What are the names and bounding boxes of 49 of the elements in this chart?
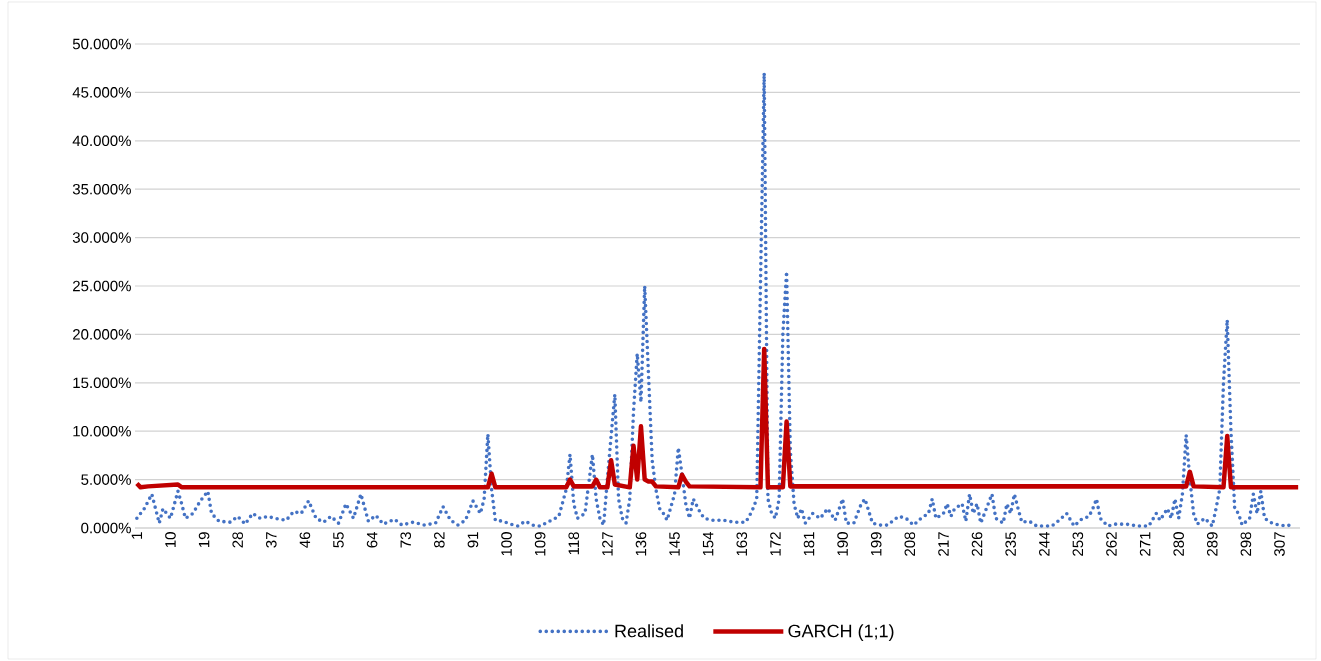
- x-tick-label: 289: [1206, 532, 1218, 556]
- x-tick-label: 307: [1274, 532, 1285, 556]
- x-tick-label: 109: [534, 532, 546, 556]
- x-tick-label: 19: [198, 532, 210, 548]
- x-tick-label: 10: [165, 532, 176, 548]
- x-tick-label: 172: [770, 532, 781, 556]
- legend-label: Realised: [615, 624, 683, 638]
- x-tick-label: 253: [1072, 532, 1084, 556]
- x-tick-label: 244: [1039, 531, 1050, 556]
- x-tick-label: 100: [501, 532, 512, 556]
- legend-label: GARCH (1;1): [788, 624, 894, 641]
- x-tick-label: 280: [1173, 532, 1184, 556]
- y-tick-label: 10.000%: [73, 425, 131, 437]
- x-tick-label: 199: [870, 532, 882, 556]
- y-tick-label: 25.000%: [73, 280, 131, 292]
- x-tick-label: 73: [400, 532, 412, 548]
- x-tick-label: 154: [702, 531, 714, 556]
- x-tick-label: 181: [803, 532, 815, 556]
- x-tick-label: 163: [736, 532, 748, 556]
- x-tick-label: 46: [299, 532, 311, 548]
- x-tick-label: 136: [635, 532, 647, 556]
- y-tick-label: 30.000%: [72, 232, 131, 243]
- x-tick-label: 55: [333, 532, 344, 548]
- y-tick-label: 35.000%: [72, 183, 131, 195]
- x-tick-label: 28: [232, 532, 243, 548]
- y-tick-label: 40.000%: [72, 135, 131, 147]
- y-tick-label: 20.000%: [73, 329, 131, 340]
- y-tick-label: 50.000%: [72, 38, 131, 50]
- x-tick-label: 226: [971, 532, 983, 556]
- y-tick-label: 5.000%: [81, 474, 131, 485]
- x-tick-label: 262: [1106, 532, 1117, 556]
- x-tick-label: 127: [602, 532, 613, 556]
- x-tick-label: 235: [1005, 532, 1016, 556]
- x-tick-label: 145: [669, 532, 680, 556]
- line-series: [135, 346, 1301, 490]
- y-tick-label: 45.000%: [72, 87, 131, 98]
- x-tick-label: 217: [938, 532, 949, 556]
- y-tick-label: 15.000%: [73, 377, 131, 389]
- y-tick-label: 0.000%: [81, 522, 131, 534]
- x-tick-label: 1: [131, 532, 143, 539]
- x-tick-label: 82: [434, 532, 445, 548]
- x-tick-label: 118: [568, 532, 580, 555]
- x-tick-label: 190: [837, 532, 848, 556]
- x-tick-label: 91: [467, 532, 479, 548]
- x-tick-label: 298: [1240, 532, 1252, 556]
- x-tick-label: 64: [366, 531, 378, 548]
- x-tick-label: 208: [904, 532, 916, 556]
- x-tick-label: 271: [1139, 532, 1151, 556]
- x-tick-label: 37: [265, 532, 277, 548]
